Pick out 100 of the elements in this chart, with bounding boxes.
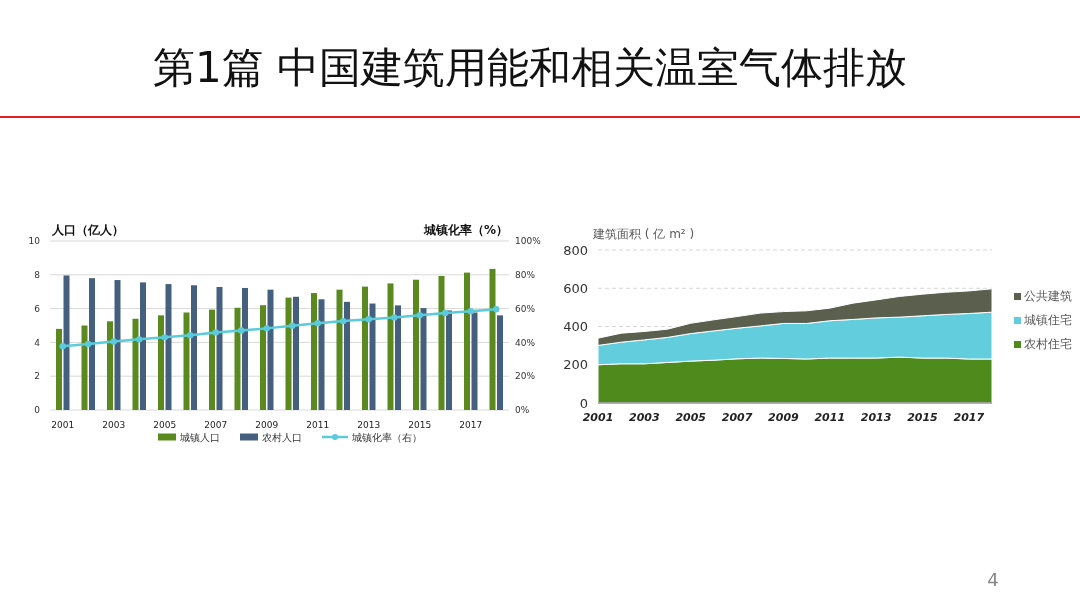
bar [114, 280, 121, 410]
bar [318, 299, 325, 410]
bar [191, 285, 197, 410]
chart-title: 第1篇 中国建筑用能和相关温室气体排放 [152, 43, 908, 92]
bar [285, 297, 292, 410]
x-tick-label: 2011 [814, 411, 846, 424]
legend-label: 农村人口 [262, 431, 302, 443]
y-tick-label: 4 [34, 337, 41, 348]
point [493, 306, 500, 313]
y2-tick-label: 100% [515, 236, 542, 247]
legend-label: 农村住宅 [1024, 337, 1072, 351]
y-tick-label: 200 [563, 357, 588, 373]
bar [234, 307, 241, 410]
point [187, 331, 194, 339]
point [442, 309, 449, 317]
y-tick-label: 10 [28, 236, 41, 247]
point [391, 314, 398, 321]
y2-tick-label: 60% [515, 303, 536, 314]
bar [464, 272, 470, 410]
bar [413, 279, 419, 410]
bar [267, 289, 274, 410]
y2-tick-label: 40% [515, 337, 536, 348]
bar [216, 286, 223, 410]
point [238, 327, 245, 334]
bar [471, 312, 478, 410]
bar [489, 268, 496, 410]
x-tick-label: 2017 [459, 420, 483, 430]
x-tick-label: 2001 [582, 411, 614, 424]
legend-label: 城镇住宅 [1023, 313, 1072, 327]
y2-tick-label: 80% [515, 269, 536, 280]
bar [56, 328, 62, 410]
bar [344, 301, 350, 410]
bar [260, 305, 266, 410]
bar [362, 286, 368, 410]
bar [63, 275, 70, 410]
point [59, 343, 66, 350]
y-axis-title: 建筑面积 ( 亿 m² ) [592, 227, 695, 241]
y-tick-label: 0 [34, 405, 41, 416]
y-axis-title: 人口（亿人） [51, 223, 124, 237]
y-tick-label: 800 [563, 242, 588, 258]
point [263, 325, 270, 332]
legend-label: 城镇化率（右） [351, 431, 422, 443]
bar [369, 303, 376, 410]
bar [89, 278, 95, 410]
bar [107, 321, 113, 410]
x-tick-label: 2017 [953, 411, 985, 424]
point [340, 317, 347, 325]
bar [438, 275, 445, 410]
y-tick-label: 0 [579, 395, 588, 411]
bar [132, 318, 139, 410]
y2-axis-title: 城镇化率（%） [422, 223, 508, 237]
bar [336, 289, 343, 410]
point [110, 338, 117, 345]
y-tick-label: 6 [34, 303, 41, 314]
point [467, 307, 474, 315]
bar [140, 282, 146, 410]
y-tick-label: 2 [34, 371, 40, 382]
bar [209, 309, 215, 410]
bar [395, 305, 401, 410]
point [85, 340, 92, 348]
x-tick-label: 2015 [907, 411, 939, 424]
point [136, 336, 143, 343]
bar [420, 308, 427, 410]
y-tick-label: 400 [563, 319, 588, 335]
point [289, 322, 296, 329]
point [161, 334, 168, 341]
x-tick-label: 2009 [255, 420, 279, 430]
y-tick-label: 8 [34, 269, 41, 280]
x-tick-label: 2013 [860, 411, 892, 424]
point [212, 329, 219, 336]
point [314, 320, 321, 327]
x-tick-label: 2001 [51, 420, 75, 430]
bar [497, 315, 503, 410]
bar [165, 284, 172, 410]
legend-label: 城镇人口 [179, 431, 220, 443]
legend-label: 公共建筑 [1024, 289, 1072, 303]
bar [446, 310, 452, 410]
bar [293, 296, 299, 410]
x-tick-label: 2007 [721, 411, 753, 424]
x-tick-label: 2009 [768, 411, 800, 424]
x-tick-label: 2003 [102, 420, 126, 430]
y-tick-label: 600 [563, 280, 588, 296]
x-tick-label: 2005 [153, 420, 177, 430]
x-tick-label: 2011 [306, 420, 330, 430]
y2-tick-label: 0% [515, 405, 530, 416]
text: 4 [987, 569, 999, 590]
x-tick-label: 2005 [675, 411, 707, 424]
x-tick-label: 2015 [408, 420, 432, 430]
bar [81, 325, 88, 410]
point [365, 316, 372, 323]
point [416, 311, 423, 319]
bar [183, 312, 190, 410]
x-tick-label: 2003 [629, 411, 660, 424]
bar [387, 283, 394, 410]
bar [311, 293, 317, 410]
bar [158, 315, 164, 410]
y2-tick-label: 20% [515, 371, 536, 382]
x-tick-label: 2007 [204, 420, 228, 430]
bar [242, 287, 248, 410]
x-tick-label: 2013 [357, 420, 381, 430]
